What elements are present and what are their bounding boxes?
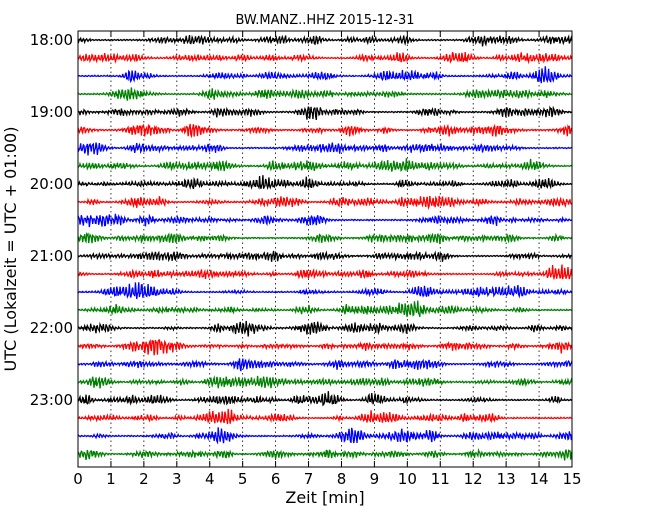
trace-line [77,123,573,139]
x-tick-label: 7 [304,470,314,488]
grid-lines [110,31,540,467]
x-axis-ticks: 0 1 2 3 4 5 6 7 8 9 10 11 12 13 14 15 [73,31,582,488]
trace-line [77,300,573,318]
y-tick-label: 21:00 [30,247,73,265]
trace-line [77,375,573,389]
x-tick-label: 6 [271,470,281,488]
trace-line [77,282,573,300]
y-tick-label: 23:00 [30,391,73,409]
trace-line [77,391,573,407]
y-tick-label: 22:00 [30,319,73,337]
y-tick-label: 20:00 [30,175,73,193]
trace-line [77,105,573,121]
trace-line [77,358,573,372]
x-tick-label: 4 [205,470,215,488]
chart-title: BW.MANZ..HHZ 2015-12-31 [235,13,414,28]
trace-line [77,448,573,461]
trace-line [77,142,573,156]
trace-line [77,408,573,425]
x-tick-label: 14 [530,470,549,488]
trace-line [77,250,573,263]
y-axis-label: UTC (Lokalzeit = UTC + 01:00) [1,127,20,372]
x-tick-label: 9 [370,470,380,488]
x-axis-label: Zeit [min] [285,488,364,507]
x-tick-label: 5 [238,470,248,488]
seismogram-traces [77,34,573,461]
x-tick-label: 11 [431,470,450,488]
y-tick-label: 19:00 [30,103,73,121]
trace-line [77,195,573,211]
trace-line [77,320,573,337]
trace-line [77,264,573,281]
x-tick-label: 2 [139,470,149,488]
trace-line [77,175,573,191]
trace-line [77,51,573,65]
x-tick-label: 8 [337,470,347,488]
x-tick-label: 10 [398,470,417,488]
trace-line [77,427,573,445]
x-tick-label: 0 [73,470,83,488]
x-tick-label: 13 [497,470,516,488]
trace-line [77,338,573,356]
trace-line [77,87,573,101]
trace-line [77,66,573,84]
y-tick-label: 18:00 [30,31,73,49]
x-tick-label: 3 [172,470,182,488]
trace-line [77,34,573,47]
trace-line [77,231,573,245]
y-axis-ticks: 18:00 19:00 20:00 21:00 22:00 23:00 [30,31,572,409]
x-tick-label: 1 [106,470,116,488]
x-tick-label: 15 [562,470,581,488]
x-tick-label: 12 [464,470,483,488]
trace-line [77,158,573,172]
plot-frame [77,30,573,468]
trace-line [77,213,573,228]
